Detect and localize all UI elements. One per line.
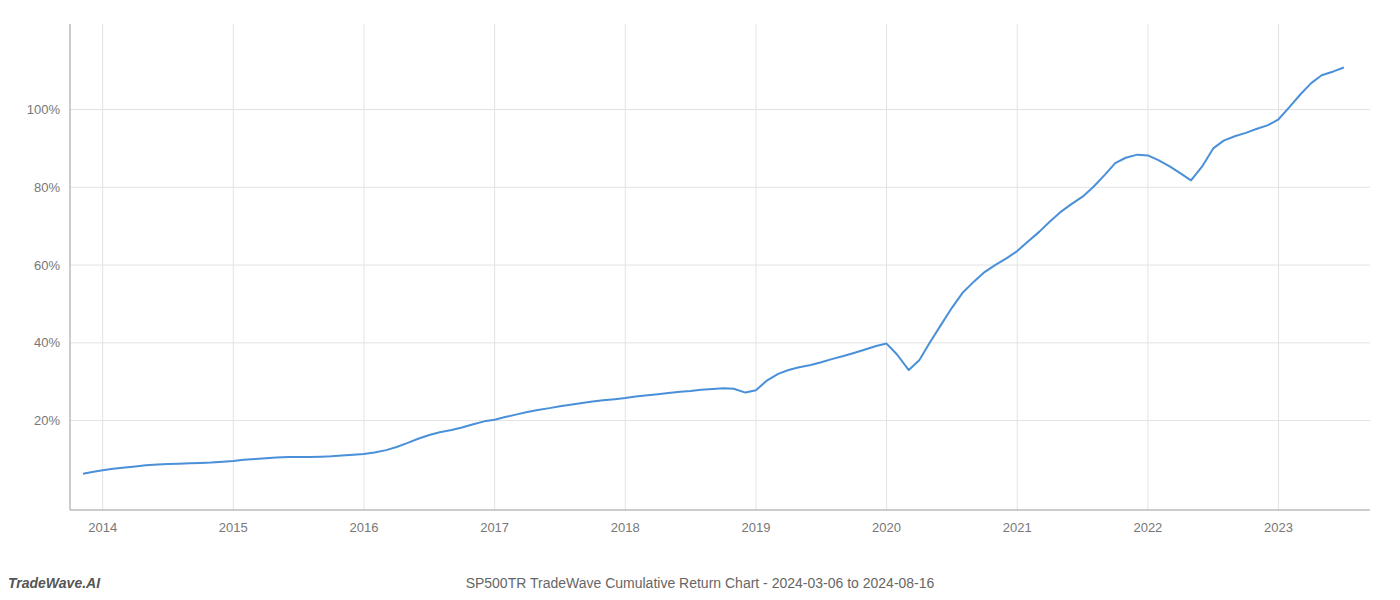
x-grid-line bbox=[102, 24, 103, 510]
x-grid-line bbox=[363, 24, 364, 510]
y-tick-label: 20% bbox=[34, 413, 60, 428]
title: SP500TR TradeWave Cumulative Return Char… bbox=[466, 575, 935, 591]
x-tick-label: 2015 bbox=[219, 520, 248, 535]
x-grid-line bbox=[233, 24, 234, 510]
y-grid-line bbox=[70, 420, 1370, 421]
x-grid-line bbox=[625, 24, 626, 510]
x-tick-label: 2016 bbox=[350, 520, 379, 535]
y-tick-label: 60% bbox=[34, 258, 60, 273]
x-grid-line bbox=[1017, 24, 1018, 510]
axes: 2014 2015 2016 2017 2018 2019 2020 2021 2022 2023… bbox=[27, 24, 1370, 535]
y-grid-line bbox=[70, 187, 1370, 188]
x-grid-line bbox=[494, 24, 495, 510]
line bbox=[83, 68, 1344, 474]
y-tick-label: 40% bbox=[34, 335, 60, 350]
x-grid-line bbox=[755, 24, 756, 510]
x-tick-label: 2017 bbox=[480, 520, 509, 535]
background bbox=[0, 0, 1400, 600]
x-tick-label: 2019 bbox=[741, 520, 770, 535]
y-tick-label: 80% bbox=[34, 180, 60, 195]
watermark: TradeWave.AI bbox=[8, 575, 101, 591]
x-axis-line bbox=[70, 510, 1370, 511]
y-tick-label: 100% bbox=[27, 102, 61, 117]
x-tick-label: 2021 bbox=[1003, 520, 1032, 535]
x-tick-label: 2022 bbox=[1133, 520, 1162, 535]
x-tick-label: 2014 bbox=[88, 520, 117, 535]
x-tick-label: 2023 bbox=[1264, 520, 1293, 535]
x-grid-line bbox=[886, 24, 887, 510]
y-axis-line bbox=[70, 24, 71, 510]
y-grid-line bbox=[70, 265, 1370, 266]
plot-area bbox=[83, 68, 1344, 474]
y-grid-line bbox=[70, 342, 1370, 343]
chart: 2014 2015 2016 2017 2018 2019 2020 2021 2022 2023… bbox=[0, 0, 1400, 600]
grid bbox=[70, 24, 1370, 510]
x-tick-label: 2020 bbox=[872, 520, 901, 535]
x-grid-line bbox=[1147, 24, 1148, 510]
x-tick-label: 2018 bbox=[611, 520, 640, 535]
x-grid-line bbox=[1278, 24, 1279, 510]
y-grid-line bbox=[70, 109, 1370, 110]
